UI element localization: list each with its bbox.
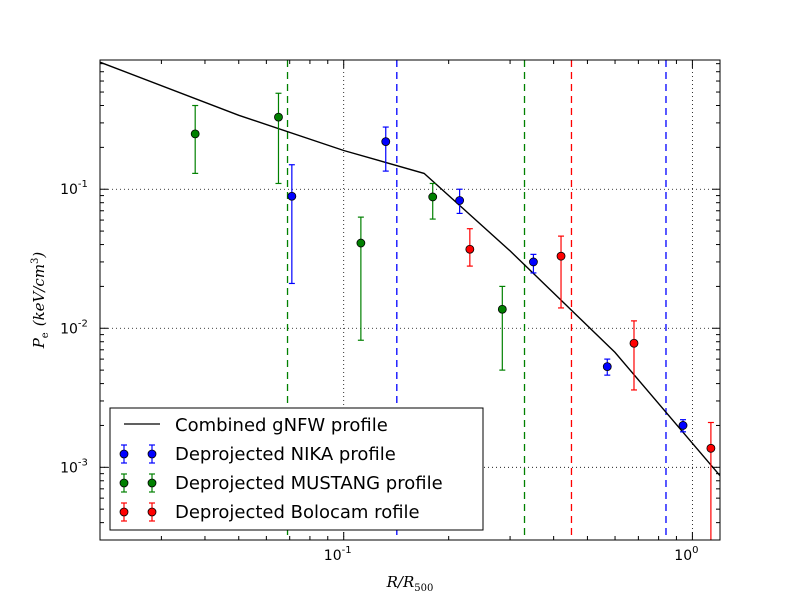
y-axis-label-sub: e [40,332,51,338]
data-marker [190,129,200,139]
data-marker [381,137,391,147]
data-point-nika [381,126,391,172]
model-curve [99,61,721,477]
data-marker [356,238,366,248]
y-tick-label: 10-3 [60,457,88,476]
data-marker [455,196,465,205]
x-tick-exponent: -1 [342,545,352,556]
legend-bolocam-label: Deprojected Bolocam rofile [175,502,420,523]
axis-ticks [100,60,720,541]
data-point-mustang [428,182,438,220]
data-point-mustang [274,92,283,185]
legend-marker-dot [147,449,157,459]
legend-marker-bolocam [119,502,129,522]
data-marker [497,304,507,314]
legend-marker-dot [119,478,129,488]
legend-nika-label: Deprojected NIKA profile [175,444,396,465]
y-tick-label: 10-1 [60,179,88,198]
legend-model-label: Combined gNFW profile [175,415,388,436]
x-tick-base: 10 [324,548,342,564]
y-axis-label-unit: (keV/cm [30,264,48,326]
legend-series-markers [119,444,157,522]
y-tick-base: 10 [60,182,78,198]
legend-marker-dot [147,478,157,488]
legend-marker-nika [119,444,129,464]
legend-marker-bolocam [147,502,157,522]
model-curve-group [99,61,721,477]
legend-marker-mustang [147,473,157,493]
data-marker [629,338,639,348]
legend-marker-nika [147,444,157,464]
y-tick-base: 10 [60,321,78,337]
data-marker [602,362,612,371]
x-tick-label: 10-1 [324,545,352,564]
x-tick-exponent: 0 [692,545,698,556]
data-marker [287,191,297,201]
y-tick-exponent: -3 [78,457,88,468]
data-marker [556,251,566,261]
data-point-bolocam [706,421,716,540]
legend-marker-dot [147,507,157,517]
legend: Combined gNFW profile Deprojected NIKA p… [109,407,484,531]
y-axis-label-main: P [30,337,48,349]
x-axis-label-main: R/R [386,573,415,591]
data-point-nika [678,419,688,433]
y-tick-base: 10 [60,460,78,476]
data-points-group [190,92,716,540]
y-axis-label: Pe (keV/cm3) [30,252,51,350]
plot-frame [99,59,721,541]
data-point-mustang [356,216,366,341]
data-point-bolocam [556,235,566,309]
y-axis-label-unit-close: ) [30,252,48,259]
y-tick-exponent: -2 [78,318,88,329]
x-axis-label-sub: 500 [414,583,433,594]
y-axis-label-unit-sup: 3 [30,258,41,264]
data-point-nika [602,358,612,376]
legend-marker-dot [119,449,129,459]
legend-box [109,407,484,531]
data-point-nika [287,164,297,285]
data-point-mustang [497,285,507,371]
data-marker [706,443,716,453]
x-tick-base: 10 [674,548,692,564]
data-point-mustang [190,104,200,174]
data-marker [428,192,438,202]
x-tick-label: 100 [674,545,698,564]
data-point-bolocam [629,320,639,391]
data-point-nika [455,188,465,215]
y-tick-label: 10-2 [60,318,88,337]
legend-marker-mustang [119,473,129,493]
data-marker [529,257,538,267]
legend-mustang-label: Deprojected MUSTANG profile [175,473,443,494]
y-tick-exponent: -1 [78,179,88,190]
data-point-bolocam [465,228,475,267]
data-point-nika [529,253,538,274]
x-axis-label: R/R500 [386,573,434,594]
legend-marker-dot [119,507,129,517]
data-marker [465,244,475,254]
data-marker [678,421,688,430]
data-marker [274,112,283,122]
